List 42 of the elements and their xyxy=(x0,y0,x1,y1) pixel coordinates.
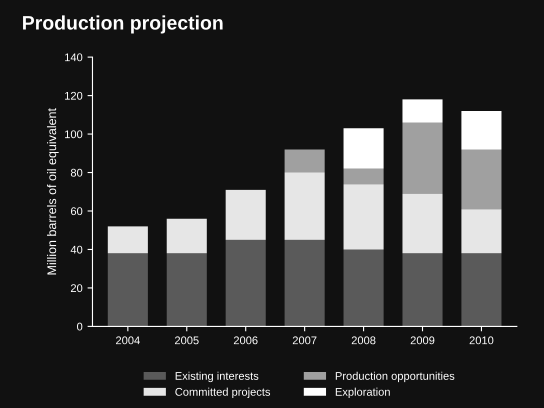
x-tick-label: 2004 xyxy=(116,336,140,344)
y-tick-label: 80 xyxy=(70,168,82,177)
bar xyxy=(461,209,502,254)
bar xyxy=(402,122,443,194)
bar xyxy=(166,253,207,326)
y-tick-label: 100 xyxy=(65,130,82,138)
bar xyxy=(226,190,266,240)
y-tick-label: 40 xyxy=(70,246,82,254)
legend-label: Exploration xyxy=(336,388,390,398)
bar xyxy=(402,99,443,123)
y-tick-label: 140 xyxy=(65,53,82,62)
bar xyxy=(402,253,443,326)
y-tick-label: 0 xyxy=(77,322,82,331)
bar xyxy=(108,226,148,254)
bar xyxy=(344,184,384,250)
y-tick-label: 60 xyxy=(70,207,82,216)
x-tick-label: 2008 xyxy=(352,336,376,344)
bar xyxy=(461,149,502,210)
y-tick-label: 120 xyxy=(65,92,82,100)
x-tick-label: 2007 xyxy=(292,336,316,344)
bar xyxy=(461,253,502,326)
bar xyxy=(461,110,502,150)
bar xyxy=(284,240,325,326)
x-tick-label: 2010 xyxy=(470,336,494,344)
bar xyxy=(108,253,148,326)
bar xyxy=(166,218,207,254)
legend-label: Committed projects xyxy=(175,388,270,398)
bar xyxy=(402,194,443,254)
legend-label: Existing interests xyxy=(176,372,258,382)
bar xyxy=(344,168,384,184)
bar xyxy=(226,240,266,326)
x-tick-label: 2009 xyxy=(410,336,434,344)
y-axis-title: Million barrels of oil equivalent xyxy=(47,108,59,274)
bar xyxy=(284,149,325,173)
bar xyxy=(344,128,384,169)
bar xyxy=(344,249,384,326)
bar xyxy=(284,172,325,240)
x-tick-label: 2005 xyxy=(174,336,199,344)
legend-label: Production opportunities xyxy=(336,372,454,382)
x-tick-label: 2006 xyxy=(234,336,258,344)
chart-title: Production projection xyxy=(23,15,223,34)
y-tick-label: 20 xyxy=(70,284,82,292)
